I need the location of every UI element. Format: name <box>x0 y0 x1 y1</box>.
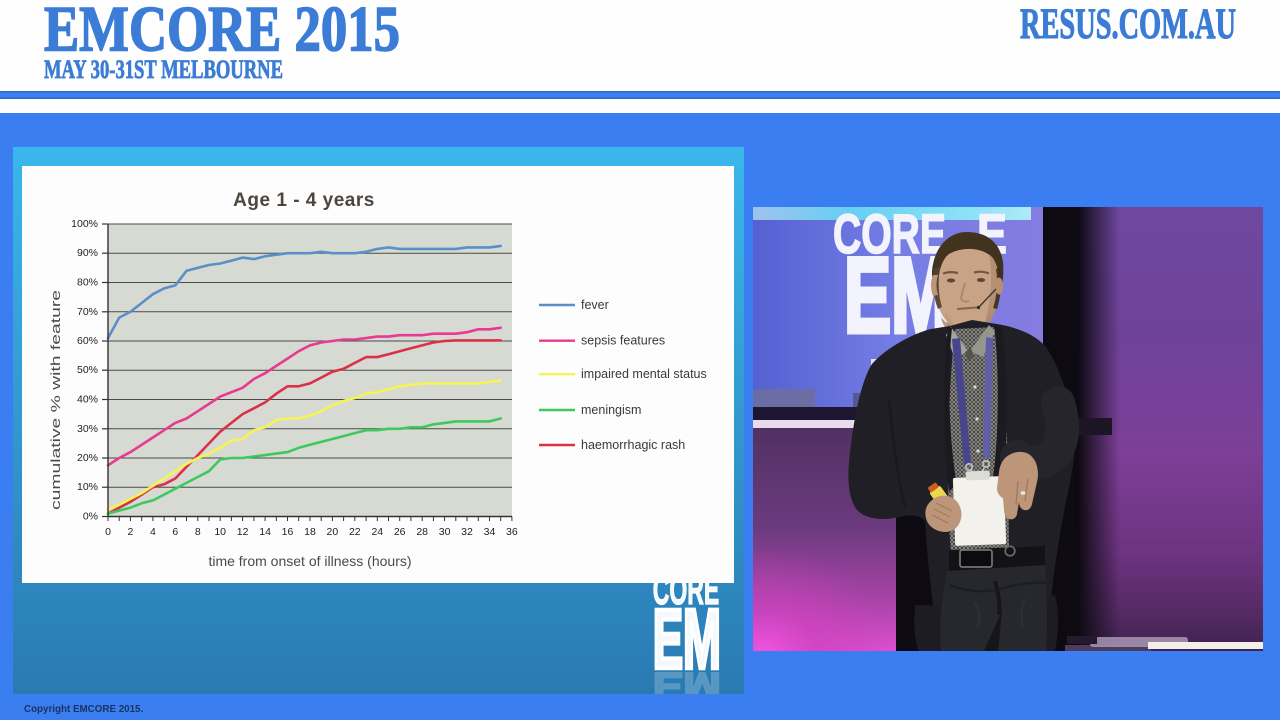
svg-text:2: 2 <box>127 526 133 538</box>
svg-text:EMCORE 2015: EMCORE 2015 <box>44 0 400 66</box>
svg-text:40%: 40% <box>77 394 98 406</box>
svg-text:CORE: CORE <box>833 207 946 265</box>
svg-text:28: 28 <box>416 526 428 538</box>
svg-text:4: 4 <box>150 526 156 538</box>
svg-text:20%: 20% <box>77 452 98 464</box>
svg-text:30: 30 <box>439 526 451 538</box>
svg-text:36: 36 <box>506 526 518 538</box>
svg-text:impaired mental status: impaired mental status <box>581 367 707 381</box>
svg-text:26: 26 <box>394 526 406 538</box>
svg-text:34: 34 <box>484 526 496 538</box>
svg-text:32: 32 <box>461 526 473 538</box>
svg-text:50%: 50% <box>77 364 98 376</box>
svg-text:6: 6 <box>172 526 178 538</box>
svg-text:cumulative % with feature: cumulative % with feature <box>48 290 63 510</box>
svg-text:0%: 0% <box>83 511 98 523</box>
svg-text:18: 18 <box>304 526 316 538</box>
svg-text:90%: 90% <box>77 247 98 259</box>
svg-text:EM: EM <box>653 593 721 687</box>
svg-text:24: 24 <box>371 526 383 538</box>
svg-text:70%: 70% <box>77 306 98 318</box>
svg-text:EM: EM <box>653 665 721 694</box>
svg-text:RESUS.COM.AU: RESUS.COM.AU <box>1020 1 1236 48</box>
svg-text:sepsis features: sepsis features <box>581 334 665 348</box>
svg-text:100%: 100% <box>71 218 98 230</box>
svg-text:22: 22 <box>349 526 361 538</box>
svg-text:20: 20 <box>327 526 339 538</box>
svg-text:0: 0 <box>105 526 111 538</box>
svg-text:fever: fever <box>581 298 609 312</box>
svg-text:10%: 10% <box>77 481 98 493</box>
svg-text:12: 12 <box>237 526 249 538</box>
svg-text:16: 16 <box>282 526 294 538</box>
svg-text:80%: 80% <box>77 277 98 289</box>
svg-text:8: 8 <box>195 526 201 538</box>
svg-text:14: 14 <box>259 526 271 538</box>
svg-text:MAY 30-31ST MELBOURNE: MAY 30-31ST MELBOURNE <box>44 55 283 84</box>
svg-text:30%: 30% <box>77 423 98 435</box>
svg-text:60%: 60% <box>77 335 98 347</box>
svg-text:time from onset of illness (ho: time from onset of illness (hours) <box>208 553 411 569</box>
svg-text:10: 10 <box>214 526 226 538</box>
svg-text:haemorrhagic rash: haemorrhagic rash <box>581 438 685 452</box>
svg-text:Age 1 - 4 years: Age 1 - 4 years <box>233 190 375 211</box>
svg-text:meningism: meningism <box>581 403 641 417</box>
